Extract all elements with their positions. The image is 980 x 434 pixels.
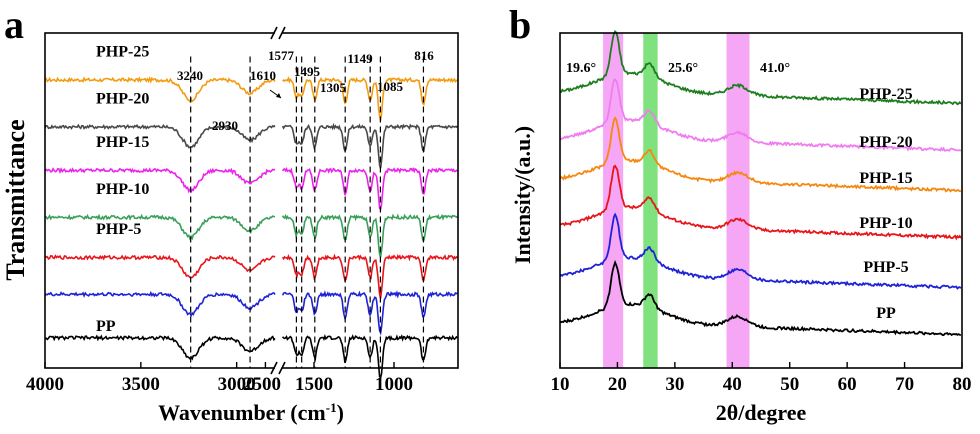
panel-b-series-line-php-5 bbox=[559, 212, 962, 290]
panel-a-peak-label-3240: 3240 bbox=[177, 68, 203, 83]
panel-b-xtick-label: 30 bbox=[665, 374, 684, 395]
panel-a-series-label-php-10: PHP-10 bbox=[96, 181, 149, 198]
panel-b-xtick-label: 60 bbox=[838, 374, 857, 395]
panel-a-series-label-php-5: PHP-5 bbox=[96, 221, 141, 238]
panel-a-break-mark bbox=[270, 26, 278, 40]
panel-a-peak-label-1577: 1577 bbox=[268, 48, 295, 63]
panel-b-series-label-php-10: PHP-10 bbox=[859, 215, 912, 232]
panel-b-xtick-label: 80 bbox=[953, 374, 972, 395]
panel-a-series-line-php-20 bbox=[44, 122, 459, 169]
panel-b-xtick-label: 70 bbox=[895, 374, 914, 395]
panel-a-xlabel-close: ) bbox=[337, 400, 344, 425]
panel-a-peak-label-1305: 1305 bbox=[320, 80, 347, 95]
panel-b-band-label: 25.6° bbox=[668, 61, 698, 76]
panel-a-peak-arrowhead bbox=[276, 93, 281, 98]
panel-a-xtick-label: 1000 bbox=[375, 374, 413, 395]
panel-a-xtick-label: 1500 bbox=[295, 374, 333, 395]
panel-a-peak-label-1149: 1149 bbox=[347, 51, 373, 66]
panel-a-series-label-php-25: PHP-25 bbox=[96, 43, 149, 60]
panel-a-series-label-php-20: PHP-20 bbox=[96, 90, 149, 107]
panel-b-series-line-php-15 bbox=[559, 116, 961, 193]
panel-a-series-line-pp bbox=[44, 290, 458, 336]
panel-a-series-label-pp: PP bbox=[96, 318, 116, 335]
panel-a-xlabel: Wavenumber (cm-1) bbox=[158, 400, 344, 425]
panel-b-xtick-label: 20 bbox=[608, 374, 627, 395]
panel-a-series-line-baseline bbox=[44, 333, 458, 379]
panel-a-letter: a bbox=[4, 2, 24, 47]
panel-a-peak-label-1495: 1495 bbox=[294, 64, 321, 79]
panel-a-break-mark bbox=[278, 26, 286, 40]
panel-b-letter: b bbox=[509, 2, 531, 47]
panel-a-break-mark bbox=[270, 361, 278, 375]
panel-b-band-label: 19.6° bbox=[566, 61, 596, 76]
panel-a-peak-label-816: 816 bbox=[414, 48, 434, 63]
panel-a-break-gap bbox=[275, 362, 282, 374]
panel-a-series-line-php-5 bbox=[44, 253, 458, 299]
panel-a-break-mark bbox=[278, 361, 286, 375]
panel-b-ylabel: Intensity/(a.u.) bbox=[510, 126, 535, 264]
panel-b-band-label: 41.0° bbox=[760, 61, 790, 76]
panel-a-xtick-label: 2500 bbox=[243, 374, 281, 395]
panel-b-band-41.0° bbox=[726, 33, 750, 368]
panel-a-peak-label-1610: 1610 bbox=[250, 68, 276, 83]
panel-b: b 10 20 30 40 50 60 70 80 19.6° 25.6° 41.0° PHP-2… bbox=[509, 2, 972, 425]
panel-a-ylabel: Transmittance bbox=[1, 119, 30, 280]
panel-b-series-label-pp: PP bbox=[876, 305, 896, 322]
panel-a-series-label-php-15: PHP-15 bbox=[96, 134, 149, 151]
panel-a-xtick-label: 3500 bbox=[122, 374, 160, 395]
panel-b-series-line-pp bbox=[559, 259, 962, 337]
panel-a-break-gap bbox=[275, 27, 282, 39]
panel-b-xlabel: 2θ/degree bbox=[716, 400, 807, 425]
panel-b-series-label-php-15: PHP-15 bbox=[859, 170, 912, 187]
panel-b-series-line-php-25 bbox=[559, 30, 962, 106]
panel-b-series-line-php-10 bbox=[560, 164, 962, 241]
panel-b-frame bbox=[559, 32, 963, 369]
panel-b-xtick-label: 50 bbox=[780, 374, 799, 395]
panel-a-xlabel-sup: -1 bbox=[326, 400, 337, 415]
panel-b-series-line-php-20 bbox=[559, 78, 962, 152]
panel-b-series-label-php-25: PHP-25 bbox=[859, 86, 912, 103]
panel-b-series-label-php-5: PHP-5 bbox=[863, 259, 908, 276]
panel-b-xtick-label: 40 bbox=[723, 374, 742, 395]
panel-b-series-label-php-20: PHP-20 bbox=[859, 134, 912, 151]
panel-a-xtick-label: 4000 bbox=[26, 374, 64, 395]
panel-a-xtick-label: 3000 bbox=[218, 374, 256, 395]
panel-a-peak-label-2930: 2930 bbox=[212, 118, 238, 133]
panel-a-peak-label-1085: 1085 bbox=[377, 79, 404, 94]
panel-a-frame bbox=[44, 32, 459, 369]
panel-b-xtick-label: 10 bbox=[551, 374, 570, 395]
panel-a-xlabel-text: Wavenumber (cm bbox=[158, 400, 326, 425]
